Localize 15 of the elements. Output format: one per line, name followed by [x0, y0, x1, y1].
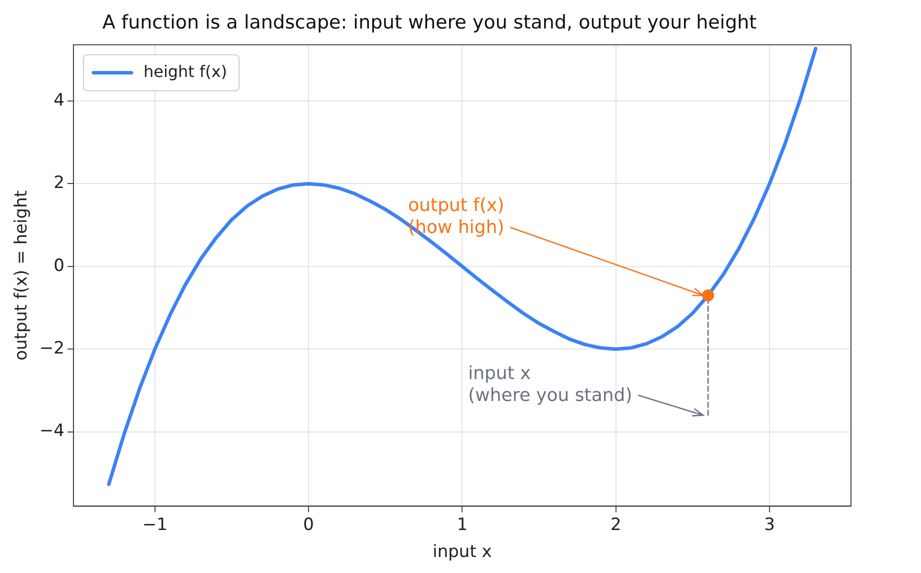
y-tick-label: 2: [54, 173, 64, 194]
y-tick-label: −2: [39, 338, 64, 359]
x-axis-title: input x: [432, 542, 492, 562]
y-tick-label: 0: [54, 256, 64, 276]
x-tick-label: 3: [764, 514, 775, 535]
x-tick-label: 0: [303, 514, 314, 535]
chart-title: A function is a landscape: input where you stand, output your height: [102, 11, 757, 34]
legend-label: height f(x): [143, 62, 228, 81]
x-tick-label: 1: [456, 514, 468, 535]
annotation: input x (where you stand): [468, 362, 632, 406]
x-tick-label: −1: [142, 514, 168, 535]
y-axis-title: output f(x) = height: [12, 190, 32, 361]
x-tick-label: 2: [610, 514, 622, 535]
y-tick-label: −4: [39, 421, 64, 442]
y-tick-label: 4: [54, 90, 64, 110]
